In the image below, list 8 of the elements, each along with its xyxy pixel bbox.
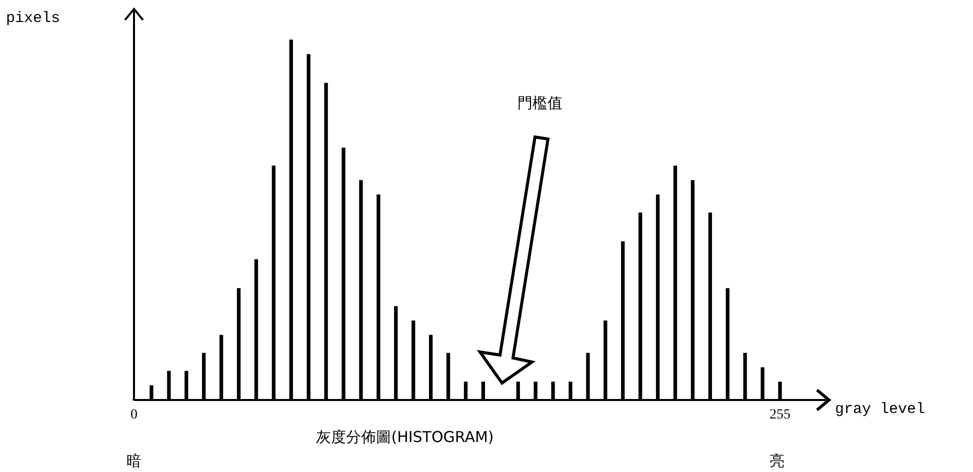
text: 亮	[770, 452, 784, 471]
text: 暗	[126, 452, 142, 471]
x-tick-label: 0	[130, 408, 138, 423]
x-axis-title: gray level	[835, 401, 926, 418]
text: 灰度分佈圖(HISTOGRAM)	[316, 428, 494, 447]
y-axis-title: pixels	[6, 10, 60, 27]
annotation: 門檻值	[518, 94, 562, 113]
x-tick-label: 255	[770, 408, 790, 423]
